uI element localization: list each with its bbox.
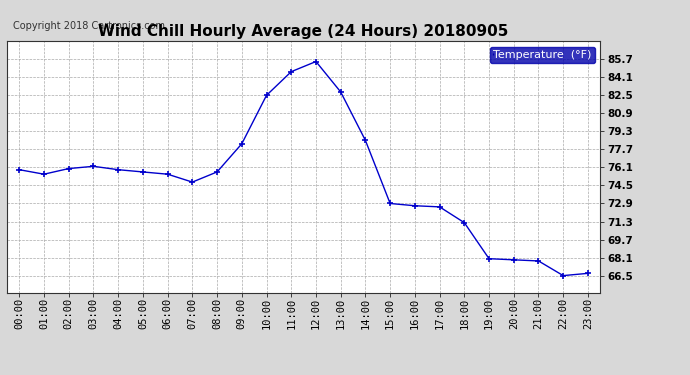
- Title: Wind Chill Hourly Average (24 Hours) 20180905: Wind Chill Hourly Average (24 Hours) 201…: [99, 24, 509, 39]
- Text: Copyright 2018 Cartronics.com: Copyright 2018 Cartronics.com: [13, 21, 165, 31]
- Legend: Temperature  (°F): Temperature (°F): [490, 47, 595, 63]
